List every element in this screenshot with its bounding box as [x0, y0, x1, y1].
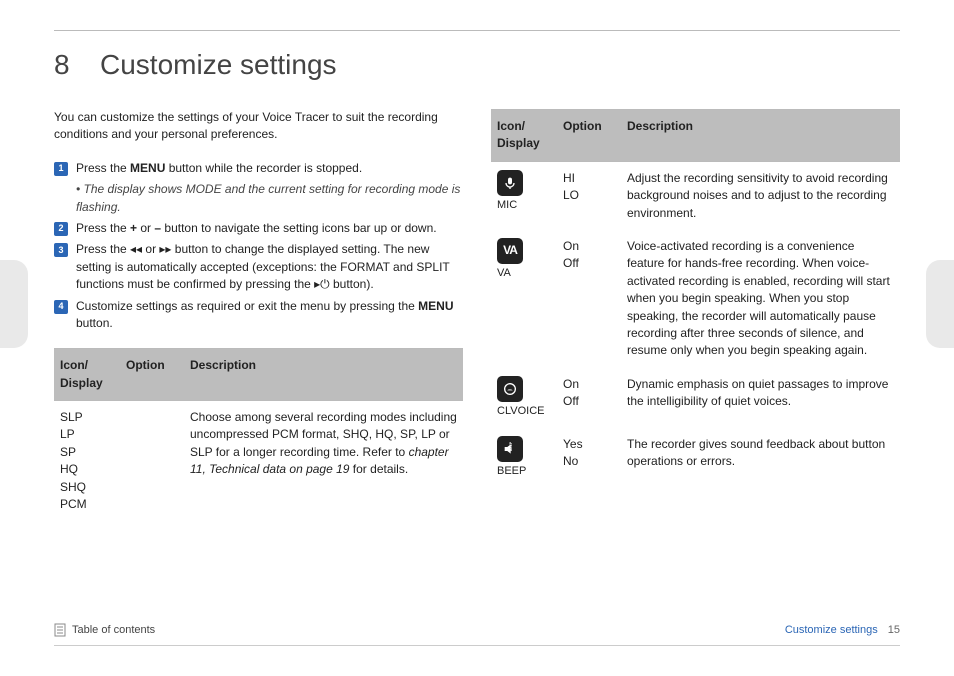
row-option	[120, 401, 184, 522]
page-footer: Table of contents Customize settings 15	[54, 623, 900, 637]
row-icon: MIC	[491, 161, 557, 230]
row-option: OnOff	[557, 230, 621, 368]
row-description: Dynamic emphasis on quiet passages to im…	[621, 368, 900, 428]
chapter-heading: 8 Customize settings	[54, 49, 900, 81]
settings-table-right: Icon/ Display Option Description MIC HILO…	[491, 109, 900, 488]
step-4: 4 Customize settings as required or exit…	[54, 298, 463, 333]
table-row: BEEP BEEP YesNoThe recorder gives sound fe…	[491, 428, 900, 488]
row-icon: VA VA	[491, 230, 557, 368]
right-column: Icon/ Display Option Description MIC HILO…	[491, 109, 900, 521]
row-option: HILO	[557, 161, 621, 230]
chapter-number: 8	[54, 49, 100, 81]
icon-label: VA	[497, 266, 551, 282]
step-1: 1 Press the MENU button while the record…	[54, 160, 463, 177]
th-icon: Icon/ Display	[491, 110, 557, 162]
steps-list: 1 Press the MENU button while the record…	[54, 160, 463, 333]
table-row: VA VA OnOffVoice-activated recording is a …	[491, 230, 900, 368]
icon-label: BEEP	[497, 464, 551, 480]
step-badge-1: 1	[54, 162, 68, 176]
icon-label: CLVOICE	[497, 404, 551, 420]
th-description: Description	[621, 110, 900, 162]
row-option: OnOff	[557, 368, 621, 428]
icon-label: MIC	[497, 198, 551, 214]
chapter-title: Customize settings	[100, 49, 337, 81]
mic-icon	[497, 170, 523, 196]
row-description: Choose among several recording modes inc…	[184, 401, 463, 522]
row-description: Adjust the recording sensitivity to avoi…	[621, 161, 900, 230]
table-header-row: Icon/ Display Option Description	[491, 110, 900, 162]
prev-page-tab[interactable]	[0, 260, 28, 348]
row-description: Voice-activated recording is a convenien…	[621, 230, 900, 368]
beep-icon: BEEP	[497, 436, 523, 462]
step-1-sub: The display shows MODE and the current s…	[76, 181, 463, 216]
th-description: Description	[184, 349, 463, 401]
svg-text:BEEP: BEEP	[509, 441, 513, 451]
step-3: 3 Press the ◂◂ or ▸▸ button to change th…	[54, 241, 463, 293]
va-icon: VA	[497, 238, 523, 264]
step-2-text: Press the + or – button to navigate the …	[76, 220, 463, 237]
row-icon: BEEP BEEP	[491, 428, 557, 488]
page-number: 15	[888, 624, 900, 636]
clvoice-icon	[497, 376, 523, 402]
table-row: MIC HILOAdjust the recording sensitivity …	[491, 161, 900, 230]
page-content: 8 Customize settings You can customize t…	[54, 30, 900, 646]
th-option: Option	[557, 110, 621, 162]
top-rule	[54, 30, 900, 31]
section-link[interactable]: Customize settings	[785, 624, 878, 636]
step-3-text: Press the ◂◂ or ▸▸ button to change the …	[76, 241, 463, 293]
row-icon-list: SLP LP SP HQ SHQ PCM	[54, 401, 120, 522]
two-column-layout: You can customize the settings of your V…	[54, 109, 900, 521]
step-badge-4: 4	[54, 300, 68, 314]
toc-link[interactable]: Table of contents	[72, 624, 155, 636]
table-row: CLVOICE OnOffDynamic emphasis on quiet pa…	[491, 368, 900, 428]
th-option: Option	[120, 349, 184, 401]
th-icon: Icon/ Display	[54, 349, 120, 401]
next-page-tab[interactable]	[926, 260, 954, 348]
row-description: The recorder gives sound feedback about …	[621, 428, 900, 488]
step-1-text: Press the MENU button while the recorder…	[76, 160, 463, 177]
step-badge-3: 3	[54, 243, 68, 257]
table-row: SLP LP SP HQ SHQ PCM Choose among severa…	[54, 401, 463, 522]
row-icon: CLVOICE	[491, 368, 557, 428]
intro-text: You can customize the settings of your V…	[54, 109, 463, 144]
step-4-text: Customize settings as required or exit t…	[76, 298, 463, 333]
row-option: YesNo	[557, 428, 621, 488]
step-badge-2: 2	[54, 222, 68, 236]
toc-icon	[54, 623, 66, 637]
table-header-row: Icon/ Display Option Description	[54, 349, 463, 401]
left-column: You can customize the settings of your V…	[54, 109, 463, 521]
step-2: 2 Press the + or – button to navigate th…	[54, 220, 463, 237]
settings-table-left: Icon/ Display Option Description SLP LP …	[54, 348, 463, 521]
